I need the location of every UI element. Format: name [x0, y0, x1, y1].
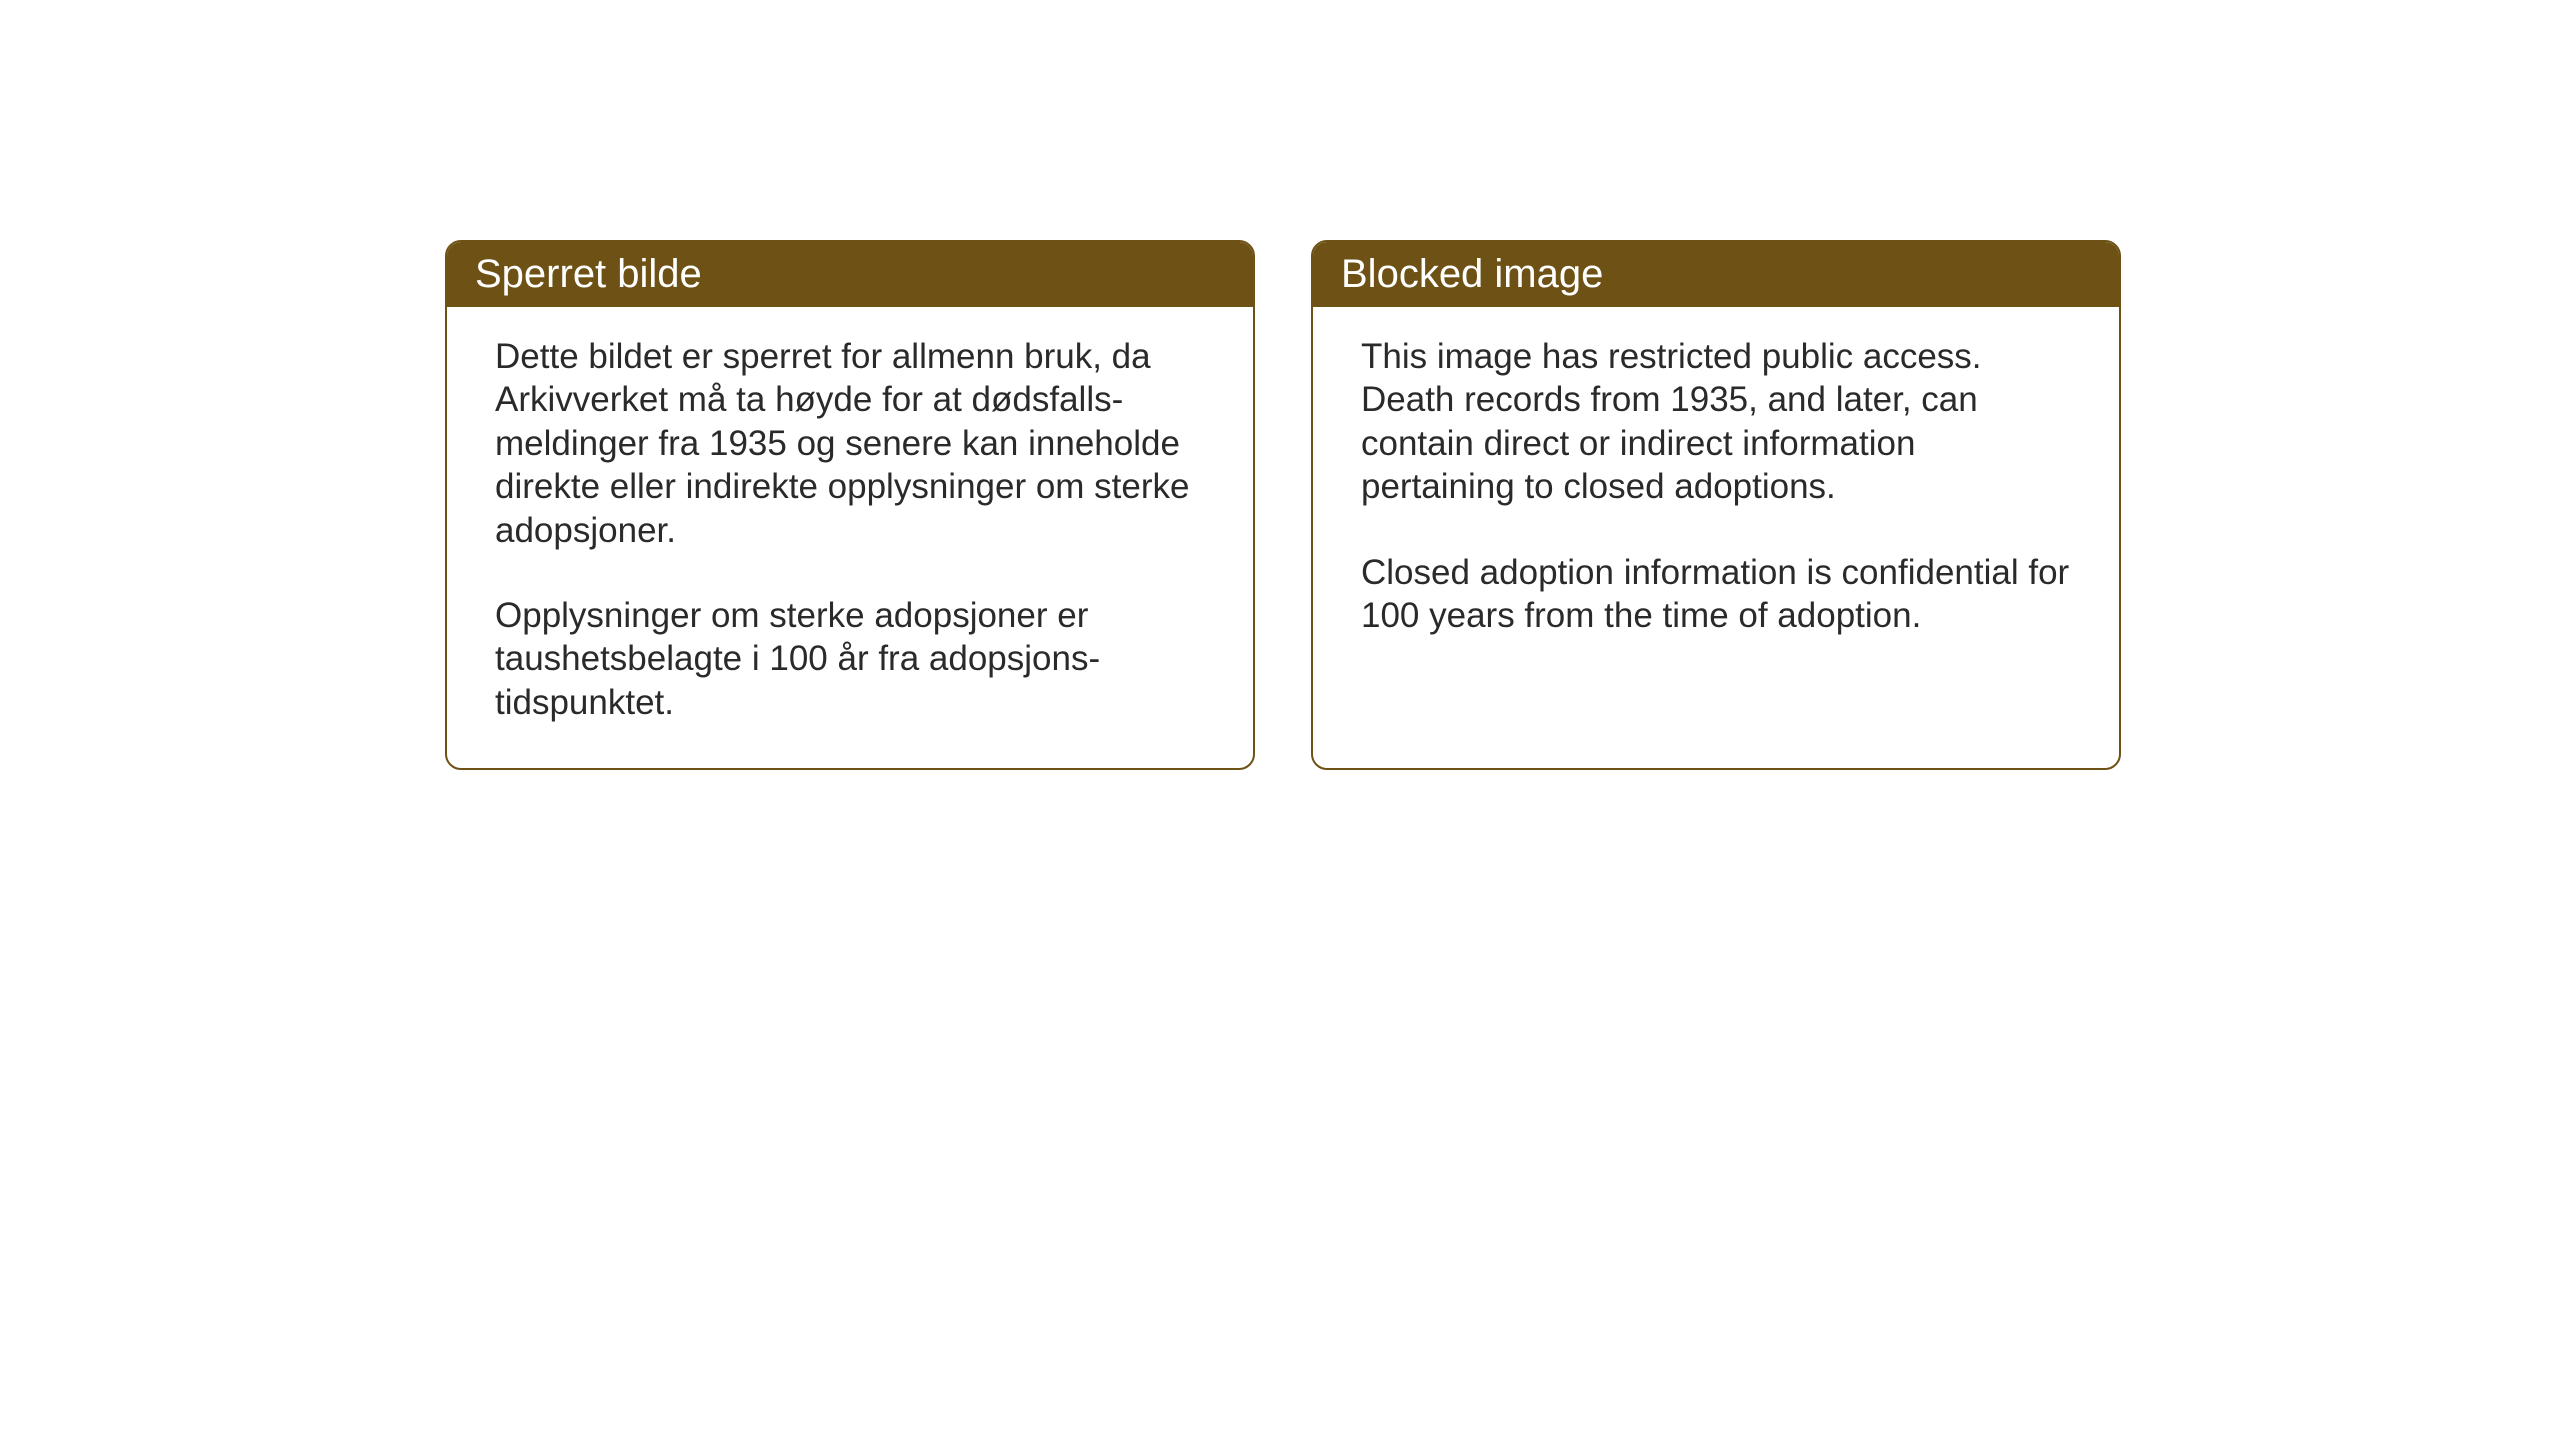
english-notice-card: Blocked image This image has restricted …: [1311, 240, 2121, 770]
norwegian-paragraph-1: Dette bildet er sperret for allmenn bruk…: [495, 335, 1205, 552]
norwegian-card-title: Sperret bilde: [447, 242, 1253, 307]
norwegian-card-body: Dette bildet er sperret for allmenn bruk…: [447, 307, 1253, 768]
english-paragraph-1: This image has restricted public access.…: [1361, 335, 2071, 509]
norwegian-paragraph-2: Opplysninger om sterke adopsjoner er tau…: [495, 594, 1205, 724]
english-card-title: Blocked image: [1313, 242, 2119, 307]
english-paragraph-2: Closed adoption information is confident…: [1361, 551, 2071, 638]
english-card-body: This image has restricted public access.…: [1313, 307, 2119, 681]
notice-cards-container: Sperret bilde Dette bildet er sperret fo…: [445, 240, 2121, 770]
norwegian-notice-card: Sperret bilde Dette bildet er sperret fo…: [445, 240, 1255, 770]
